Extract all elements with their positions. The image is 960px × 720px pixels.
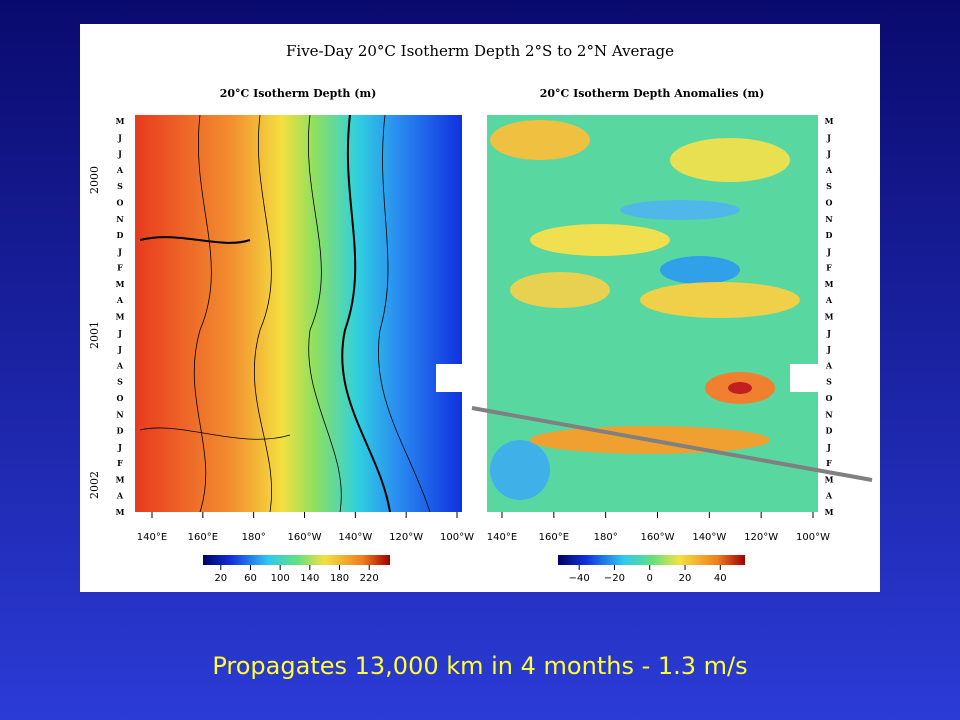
x-tick-label: 180°	[594, 532, 618, 543]
year-label: 2001	[88, 321, 101, 349]
month-label: M	[825, 279, 834, 289]
month-label: J	[117, 246, 122, 256]
month-label: N	[116, 409, 123, 419]
month-label: M	[116, 312, 125, 322]
month-label: M	[116, 279, 125, 289]
year-label: 2000	[88, 166, 101, 194]
month-label: J	[117, 442, 122, 452]
panel-title: 20°C Isotherm Depth Anomalies (m)	[540, 87, 765, 100]
colorbar	[203, 555, 390, 565]
month-label: F	[826, 458, 832, 468]
month-label: M	[116, 116, 125, 126]
month-label: D	[117, 230, 124, 240]
month-label: S	[826, 181, 832, 191]
month-label: S	[117, 181, 123, 191]
month-label: A	[825, 165, 833, 175]
month-label: F	[117, 458, 123, 468]
caption: Propagates 13,000 km in 4 months - 1.3 m…	[212, 652, 747, 680]
month-label: A	[825, 491, 833, 501]
month-label: M	[116, 474, 125, 484]
colorbar-label: 100	[271, 573, 290, 584]
x-tick-label: 120°W	[744, 532, 778, 543]
colorbar-label: 0	[647, 573, 653, 584]
month-label: J	[826, 132, 831, 142]
depth-map	[135, 115, 462, 512]
month-label: F	[826, 263, 832, 273]
x-tick-label: 140°W	[692, 532, 726, 543]
x-tick-label: 160°W	[641, 532, 675, 543]
panel-title: 20°C Isotherm Depth (m)	[220, 87, 377, 100]
month-label: S	[117, 377, 123, 387]
month-label: M	[825, 116, 834, 126]
propagation-line	[471, 406, 873, 482]
month-label: M	[116, 507, 125, 517]
year-label: 2002	[88, 471, 101, 499]
x-tick-label: 140°E	[487, 532, 517, 543]
month-label: N	[825, 409, 832, 419]
colorbar-label: 20	[679, 573, 692, 584]
month-label: S	[826, 377, 832, 387]
x-tick-label: 160°E	[188, 532, 218, 543]
month-label: J	[826, 344, 831, 354]
month-label: A	[116, 165, 124, 175]
month-label: D	[826, 426, 833, 436]
colorbar	[558, 555, 745, 565]
month-label: D	[117, 426, 124, 436]
month-label: J	[826, 442, 831, 452]
x-tick-label: 100°W	[440, 532, 474, 543]
x-tick-label: 120°W	[389, 532, 423, 543]
month-label: J	[117, 344, 122, 354]
month-label: N	[116, 214, 123, 224]
month-label: J	[117, 132, 122, 142]
month-label: J	[826, 246, 831, 256]
month-label: J	[826, 328, 831, 338]
colorbar-label: 220	[360, 573, 379, 584]
colorbar-label: −40	[569, 573, 590, 584]
month-label: D	[826, 230, 833, 240]
missing-data	[436, 364, 462, 392]
month-label: O	[117, 393, 124, 403]
month-label: J	[826, 149, 831, 159]
colorbar-label: 60	[244, 573, 257, 584]
month-label: N	[825, 214, 832, 224]
month-label: M	[825, 474, 834, 484]
month-label: A	[825, 295, 833, 305]
month-label: A	[116, 360, 124, 370]
x-tick-label: 180°	[242, 532, 266, 543]
colorbar-label: −20	[604, 573, 625, 584]
colorbar-label: 180	[330, 573, 349, 584]
x-tick-label: 140°W	[338, 532, 372, 543]
month-label: F	[117, 263, 123, 273]
x-tick-label: 140°E	[137, 532, 167, 543]
colorbar-label: 40	[714, 573, 727, 584]
month-label: J	[117, 149, 122, 159]
x-tick-label: 160°E	[539, 532, 569, 543]
figure-title: Five-Day 20°C Isotherm Depth 2°S to 2°N …	[286, 42, 674, 60]
month-label: M	[825, 312, 834, 322]
x-tick-label: 160°W	[288, 532, 322, 543]
month-label: O	[117, 197, 124, 207]
x-tick-label: 100°W	[796, 532, 830, 543]
colorbar-label: 20	[214, 573, 227, 584]
month-label: O	[826, 197, 833, 207]
missing-data	[790, 364, 818, 392]
month-label: A	[825, 360, 833, 370]
contours	[139, 114, 431, 513]
month-label: J	[117, 328, 122, 338]
month-label: A	[116, 295, 124, 305]
colorbar-label: 140	[300, 573, 319, 584]
month-label: A	[116, 491, 124, 501]
month-label: M	[825, 507, 834, 517]
month-label: O	[826, 393, 833, 403]
